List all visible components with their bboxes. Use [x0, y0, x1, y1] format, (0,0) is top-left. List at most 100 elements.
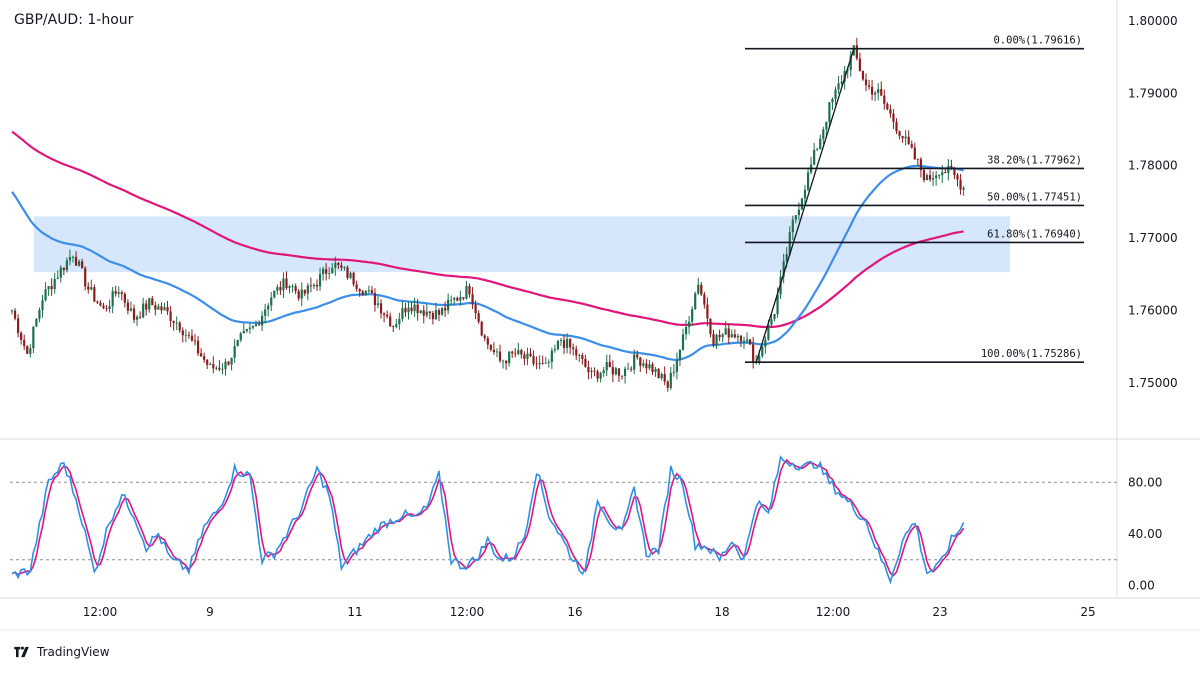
candle [858, 52, 861, 72]
candle [910, 140, 913, 149]
candle [532, 350, 535, 366]
candle [806, 167, 810, 192]
candle [236, 339, 239, 347]
candle [434, 302, 438, 320]
candle [203, 352, 206, 363]
time-tick-label: 12:00 [450, 605, 485, 619]
price-axis[interactable]: 1.80000 1.79000 1.78000 1.77000 1.76000 1.750… [1128, 14, 1178, 390]
candle [254, 320, 258, 327]
candle [142, 297, 145, 319]
oscillator-axis[interactable]: 80.00 40.00 0.00 [1128, 475, 1162, 592]
candle [459, 290, 462, 306]
candle [511, 350, 514, 358]
candle [715, 333, 718, 350]
candle [99, 300, 102, 307]
moving-averages [11, 130, 964, 361]
candle [68, 249, 72, 266]
fib-level-label: 0.00%(1.79616) [993, 35, 1082, 47]
candle [745, 332, 749, 345]
candle [932, 171, 935, 186]
time-tick-label: 12:00 [83, 605, 118, 619]
time-axis[interactable]: 12:00 9 11 12:00 16 18 12:00 23 25 [83, 605, 1096, 619]
candle [428, 311, 431, 320]
candle [154, 301, 157, 316]
candle [145, 299, 148, 316]
candle [599, 371, 602, 383]
candle [209, 362, 212, 365]
candle [419, 310, 422, 314]
candle [20, 331, 23, 345]
candle [828, 101, 831, 128]
candle [752, 336, 755, 369]
candle [675, 352, 678, 380]
candle [947, 158, 950, 181]
candle [331, 263, 334, 274]
candle [880, 81, 883, 97]
candle [111, 287, 114, 314]
candle [495, 348, 499, 358]
candle [151, 296, 154, 306]
candle [355, 280, 358, 292]
candle [318, 267, 322, 291]
candle [813, 142, 816, 166]
candle [65, 257, 68, 273]
candle [572, 343, 575, 356]
candle [645, 359, 648, 374]
candle [895, 118, 898, 135]
candle [102, 302, 105, 310]
candle [483, 334, 486, 342]
candle [190, 329, 194, 342]
candle [526, 347, 529, 366]
candle [538, 355, 541, 370]
candle [227, 360, 230, 366]
candle [392, 325, 395, 332]
fibonacci-retracement[interactable]: 0.00%(1.79616) 38.20%(1.77962) 50.00%(1.77… [745, 35, 1084, 364]
candle [602, 367, 605, 377]
candle [132, 304, 136, 324]
candle [871, 79, 874, 101]
candle [477, 310, 480, 325]
candle [849, 50, 852, 77]
candle [404, 302, 407, 317]
candle [114, 285, 117, 297]
candle [935, 170, 938, 186]
candle [578, 353, 581, 363]
candle [206, 359, 209, 370]
fib-level-label: 38.20%(1.77962) [987, 154, 1082, 166]
price-tick-label: 1.78000 [1128, 159, 1178, 173]
candle [340, 261, 343, 271]
swing-trend-line[interactable] [755, 48, 855, 363]
candle [282, 272, 285, 299]
candle [62, 267, 65, 276]
candle [761, 344, 764, 359]
candle [938, 174, 941, 180]
candle [379, 299, 383, 319]
candle [322, 266, 325, 281]
fib-level-label: 61.80%(1.76940) [987, 228, 1082, 240]
candle [639, 357, 642, 372]
oscillator-tick-label: 80.00 [1128, 475, 1162, 489]
candle [684, 319, 688, 340]
candle [913, 142, 916, 160]
candle [489, 344, 492, 352]
candle [742, 336, 746, 349]
candle [471, 287, 474, 309]
candle [508, 351, 511, 367]
candle [514, 348, 517, 358]
candle [53, 272, 56, 294]
candle [416, 298, 419, 321]
candle [553, 344, 556, 353]
time-tick-label: 23 [932, 605, 947, 619]
candle [825, 121, 828, 137]
candle [261, 311, 264, 332]
candle [157, 303, 160, 310]
candle [837, 76, 840, 94]
candle [273, 290, 276, 299]
candle [486, 336, 489, 350]
candle [212, 356, 215, 374]
candle [239, 331, 242, 343]
candle [187, 331, 190, 339]
candle [925, 173, 929, 181]
candle [175, 316, 178, 331]
